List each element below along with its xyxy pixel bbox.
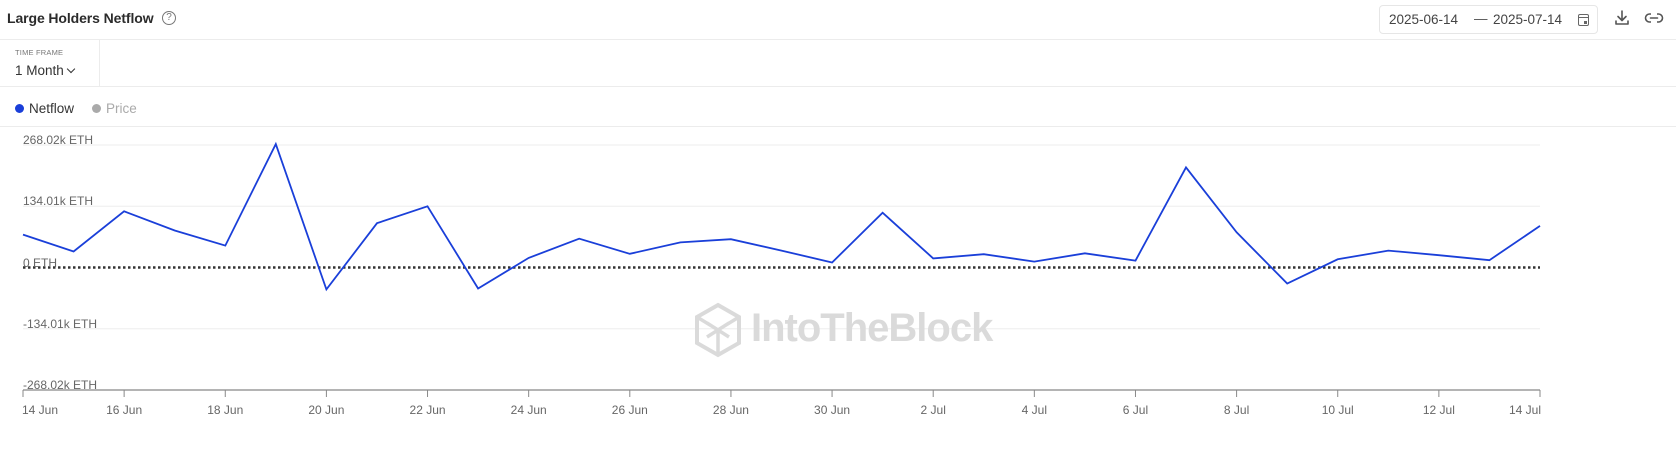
netflow-line[interactable]: [22, 141, 1541, 292]
calendar-icon[interactable]: [1578, 14, 1589, 26]
x-axis-label: 14 Jul: [1508, 403, 1542, 417]
y-axis-label: 268.02k ETH: [23, 133, 94, 147]
netflow-chart[interactable]: IntoTheBlock 268.02k ETH 134.01k ETH 0 ETH…: [0, 127, 1676, 456]
chart-title: Large Holders Netflow: [7, 10, 154, 26]
date-separator: —: [1474, 11, 1488, 26]
x-axis-label: 12 Jul: [1422, 403, 1455, 417]
x-axis-label: 10 Jul: [1321, 403, 1354, 417]
chevron-down-icon: [66, 64, 76, 74]
x-axis-label: 28 Jun: [712, 403, 749, 417]
y-axis-label: 0 ETH: [23, 255, 58, 270]
timeframe-control: TIME FRAME 1 Month: [0, 40, 100, 86]
x-axis-label: 22 Jun: [409, 403, 446, 417]
x-axis-label: 6 Jul: [1122, 403, 1149, 417]
legend-dot-price: [92, 104, 101, 113]
x-axis-label: 8 Jul: [1223, 403, 1250, 417]
x-axis-label: 30 Jun: [814, 403, 851, 417]
x-axis-label: 20 Jun: [308, 403, 345, 417]
legend-label-price: Price: [106, 101, 137, 116]
link-icon[interactable]: [1644, 9, 1664, 27]
legend-label-netflow: Netflow: [29, 101, 75, 116]
help-icon[interactable]: ?: [162, 11, 176, 25]
legend-dot-netflow: [15, 104, 24, 113]
y-axis-label: 134.01k ETH: [23, 194, 94, 209]
x-axis-label: 26 Jun: [611, 403, 648, 417]
x-axis-label: 24 Jun: [510, 403, 547, 417]
timeframe-value: 1 Month: [15, 63, 64, 78]
x-axis-label: 16 Jun: [106, 403, 143, 417]
download-icon[interactable]: [1613, 9, 1631, 27]
date-start[interactable]: 2025-06-14: [1389, 12, 1459, 27]
chart-header: Large Holders Netflow ? 2025-06-14 — 202…: [0, 0, 1676, 40]
x-axis-label: 4 Jul: [1021, 403, 1048, 417]
timeframe-label: TIME FRAME: [15, 48, 64, 57]
legend: Netflow Price: [0, 86, 1676, 127]
date-end[interactable]: 2025-07-14: [1493, 12, 1563, 27]
timeframe-dropdown[interactable]: 1 Month: [15, 63, 76, 78]
date-range-picker[interactable]: 2025-06-14 — 2025-07-14: [1379, 5, 1598, 34]
chart-plot-area: [22, 141, 1541, 397]
x-axis-label: 14 Jun: [21, 403, 59, 417]
legend-item-netflow[interactable]: Netflow: [15, 101, 74, 116]
legend-item-price[interactable]: Price: [92, 101, 137, 116]
x-axis-label: 18 Jun: [207, 403, 244, 417]
x-axis-label: 2 Jul: [920, 403, 946, 417]
y-axis-label: -268.02k ETH: [23, 378, 98, 392]
y-axis-label: -134.01k ETH: [23, 316, 98, 331]
